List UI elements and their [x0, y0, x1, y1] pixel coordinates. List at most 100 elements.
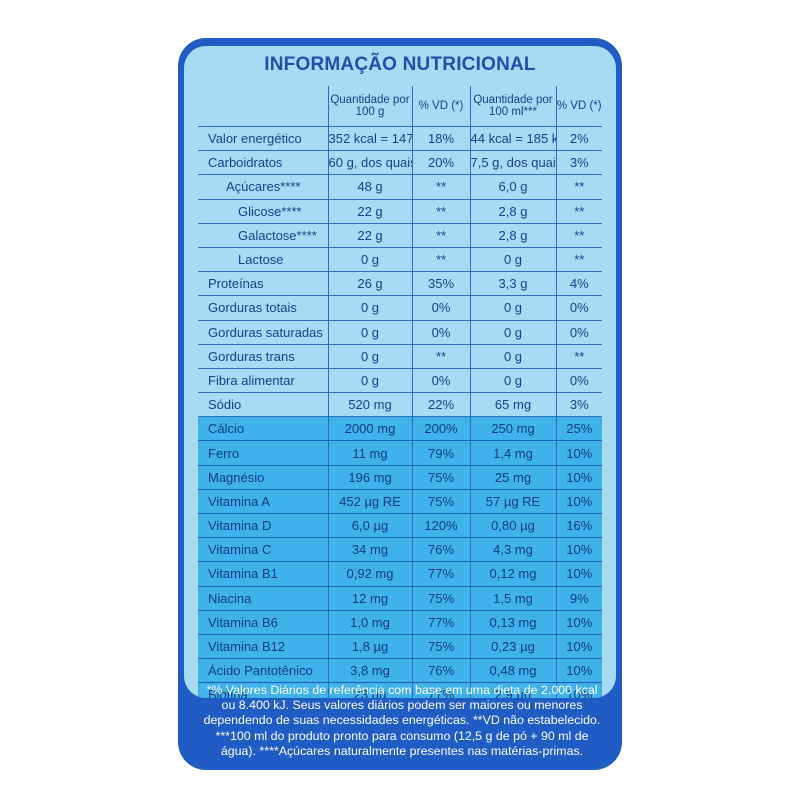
qty-100ml: 0 g	[469, 247, 556, 273]
table-header-row: Quantidade por 100 g % VD (*) Quantidade…	[198, 86, 602, 127]
nutrient-name: Cálcio	[198, 416, 328, 442]
header-nutrient	[198, 86, 328, 127]
qty-100ml: 0 g	[469, 368, 556, 394]
vd-100ml: 10%	[555, 682, 602, 698]
vd-100g: 75%	[411, 586, 470, 611]
table-row: Ferro 11 mg 79% 1,4 mg 10%	[198, 440, 602, 466]
qty-100g: 352 kcal = 1478 kJ	[327, 126, 412, 152]
nutrient-name: Gorduras totais	[198, 295, 328, 321]
table-row: Fibra alimentar 0 g 0% 0 g 0%	[198, 368, 602, 394]
qty-100ml: 2,8 g	[469, 223, 556, 248]
qty-100ml: 0,12 mg	[469, 561, 556, 587]
table-row: Carboidratos 60 g, dos quais: 20% 7,5 g, do…	[198, 150, 602, 176]
vd-100g: 77%	[411, 561, 470, 587]
vd-100ml: 10%	[555, 440, 602, 466]
nutrient-name: Niacina	[198, 586, 328, 611]
vd-100ml: 3%	[555, 150, 602, 176]
vd-100g: 76%	[411, 658, 470, 684]
vd-100g: **	[411, 174, 470, 200]
nutrient-name: Glicose****	[198, 199, 328, 224]
qty-100ml: 2,8 g	[469, 199, 556, 224]
table-row: Vitamina B6 1,0 mg 77% 0,13 mg 10%	[198, 610, 602, 635]
vd-100ml: 9%	[555, 586, 602, 611]
qty-100g: 2000 mg	[327, 416, 412, 442]
vd-100g: 120%	[411, 513, 470, 539]
nutrient-name: Vitamina C	[198, 537, 328, 563]
nutrient-name: Vitamina B6	[198, 610, 328, 635]
header-vd-2: % VD (*)	[555, 86, 602, 127]
table-row: Gorduras totais 0 g 0% 0 g 0%	[198, 295, 602, 321]
vd-100ml: 3%	[555, 392, 602, 418]
vd-100g: 35%	[411, 271, 470, 297]
vd-100g: **	[411, 247, 470, 273]
vd-100ml: 4%	[555, 271, 602, 297]
qty-100ml: 0,48 mg	[469, 658, 556, 684]
table-row: Cálcio 2000 mg 200% 250 mg 25%	[198, 416, 602, 442]
qty-100g: 0 g	[327, 320, 412, 345]
vd-100ml: 10%	[555, 465, 602, 490]
table-row: Vitamina C 34 mg 76% 4,3 mg 10%	[198, 537, 602, 563]
nutrient-name: Sódio	[198, 392, 328, 418]
qty-100ml: 6,0 g	[469, 174, 556, 200]
vd-100ml: **	[555, 344, 602, 369]
nutrient-name: Vitamina A	[198, 489, 328, 515]
vd-100g: 75%	[411, 465, 470, 490]
qty-100g: 22 g	[327, 223, 412, 248]
table-row: Glicose**** 22 g ** 2,8 g **	[198, 199, 602, 224]
nutrient-name: Proteínas	[198, 271, 328, 297]
qty-100ml: 57 µg RE	[469, 489, 556, 515]
table-row: Açúcares**** 48 g ** 6,0 g **	[198, 174, 602, 200]
qty-100g: 48 g	[327, 174, 412, 200]
table-row: Lactose 0 g ** 0 g **	[198, 247, 602, 273]
vd-100ml: 10%	[555, 537, 602, 563]
table-row: Vitamina B1 0,92 mg 77% 0,12 mg 10%	[198, 561, 602, 587]
qty-100ml: 0,13 mg	[469, 610, 556, 635]
table-row: Proteínas 26 g 35% 3,3 g 4%	[198, 271, 602, 297]
nutrient-name: Açúcares****	[198, 174, 328, 200]
vd-100ml: **	[555, 199, 602, 224]
qty-100g: 60 g, dos quais:	[327, 150, 412, 176]
nutrient-name: Vitamina D	[198, 513, 328, 539]
qty-100g: 1,8 µg	[327, 634, 412, 660]
table-row: Galactose**** 22 g ** 2,8 g **	[198, 223, 602, 248]
table-row: Gorduras saturadas 0 g 0% 0 g 0%	[198, 320, 602, 345]
vd-100g: 79%	[411, 440, 470, 466]
vd-100ml: 2%	[555, 126, 602, 152]
qty-100g: 23 µg	[327, 682, 412, 698]
qty-100g: 0,92 mg	[327, 561, 412, 587]
table-row: Vitamina D 6,0 µg 120% 0,80 µg 16%	[198, 513, 602, 539]
vd-100g: 76%	[411, 537, 470, 563]
qty-100ml: 0 g	[469, 320, 556, 345]
vd-100g: 0%	[411, 295, 470, 321]
header-qty-100ml: Quantidade por 100 ml***	[469, 86, 556, 127]
vd-100g: 18%	[411, 126, 470, 152]
qty-100ml: 1,4 mg	[469, 440, 556, 466]
vd-100g: 22%	[411, 392, 470, 418]
vd-100g: 0%	[411, 368, 470, 394]
table-row: Vitamina A 452 µg RE 75% 57 µg RE 10%	[198, 489, 602, 515]
nutrient-name: Galactose****	[198, 223, 328, 248]
qty-100g: 12 mg	[327, 586, 412, 611]
vd-100ml: **	[555, 223, 602, 248]
vd-100g: **	[411, 223, 470, 248]
qty-100g: 196 mg	[327, 465, 412, 490]
footnote: *% Valores Diários de referência com bas…	[203, 683, 601, 758]
vd-100ml: 25%	[555, 416, 602, 442]
qty-100ml: 7,5 g, dos quais:	[469, 150, 556, 176]
vd-100g: **	[411, 344, 470, 369]
qty-100ml: 4,3 mg	[469, 537, 556, 563]
label-title: INFORMAÇÃO NUTRICIONAL	[264, 54, 536, 75]
nutrient-name: Gorduras trans	[198, 344, 328, 369]
qty-100ml: 0,23 µg	[469, 634, 556, 660]
table-row: Niacina 12 mg 75% 1,5 mg 9%	[198, 586, 602, 611]
vd-100ml: 10%	[555, 610, 602, 635]
qty-100ml: 25 mg	[469, 465, 556, 490]
qty-100ml: 0,80 µg	[469, 513, 556, 539]
nutrient-name: Vitamina B1	[198, 561, 328, 587]
vd-100g: 20%	[411, 150, 470, 176]
vd-100ml: 0%	[555, 320, 602, 345]
qty-100g: 0 g	[327, 247, 412, 273]
nutrition-table: Quantidade por 100 g % VD (*) Quantidade…	[198, 86, 602, 698]
table-row: Magnésio 196 mg 75% 25 mg 10%	[198, 465, 602, 490]
vd-100g: 0%	[411, 320, 470, 345]
